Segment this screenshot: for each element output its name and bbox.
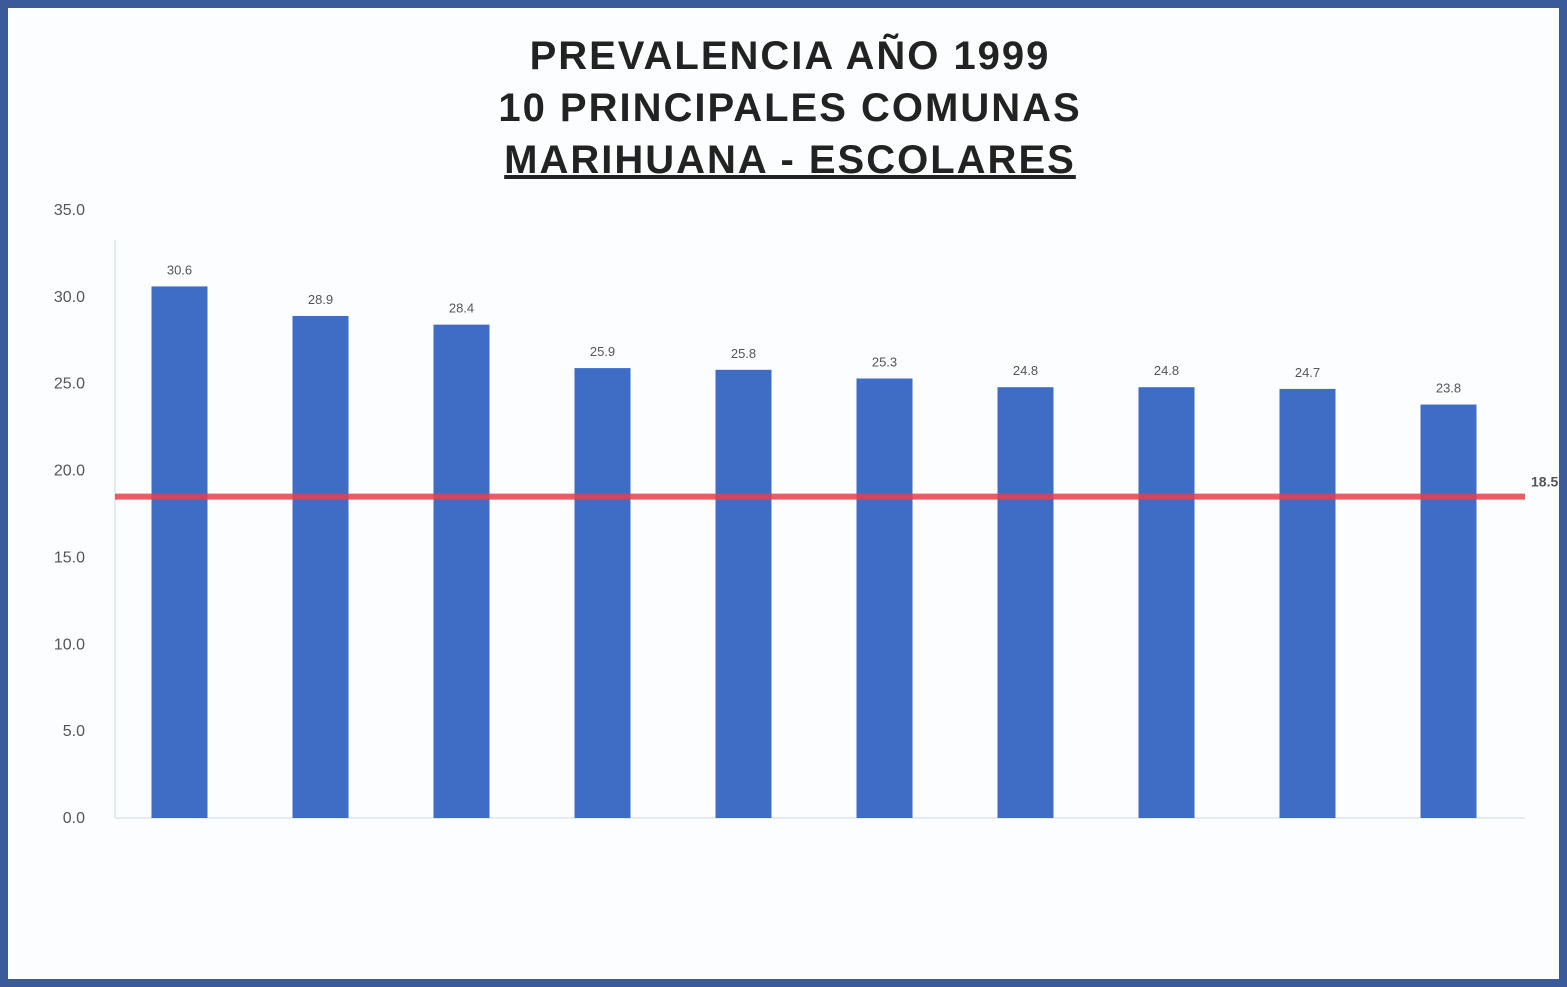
bar bbox=[856, 378, 913, 818]
data-label: 28.9 bbox=[308, 292, 333, 307]
data-label: 28.4 bbox=[449, 301, 474, 316]
bar bbox=[292, 315, 349, 818]
title-line-2: 10 PRINCIPALES COMUNAS bbox=[498, 86, 1082, 130]
y-tick-label: 10.0 bbox=[54, 636, 85, 653]
y-tick-label: 30.0 bbox=[54, 289, 85, 306]
bar bbox=[997, 387, 1054, 818]
bar bbox=[715, 369, 772, 818]
data-label: 25.3 bbox=[872, 355, 897, 370]
bar bbox=[1420, 404, 1477, 818]
bar bbox=[1279, 388, 1336, 818]
data-label: 24.8 bbox=[1154, 363, 1179, 378]
y-tick-label: 25.0 bbox=[54, 376, 85, 393]
data-label: 30.6 bbox=[167, 262, 192, 277]
data-label: 23.8 bbox=[1436, 381, 1461, 396]
y-tick-label: 15.0 bbox=[54, 549, 85, 566]
y-tick-label: 35.0 bbox=[54, 202, 85, 219]
data-label: 25.8 bbox=[731, 346, 756, 361]
bar bbox=[574, 368, 631, 818]
chart-title: PREVALENCIA AÑO 1999 10 PRINCIPALES COMU… bbox=[380, 30, 1200, 186]
bar bbox=[1138, 387, 1195, 818]
title-line-1: PREVALENCIA AÑO 1999 bbox=[529, 34, 1051, 78]
y-tick-label: 20.0 bbox=[54, 463, 85, 480]
bar bbox=[151, 286, 208, 818]
title-line-3: MARIHUANA - ESCOLARES bbox=[504, 138, 1076, 182]
reference-line-label: 18.5 bbox=[1531, 474, 1558, 490]
data-label: 24.8 bbox=[1013, 363, 1038, 378]
data-label: 24.7 bbox=[1295, 365, 1320, 380]
y-tick-label: 5.0 bbox=[63, 723, 85, 740]
y-tick-label: 0.0 bbox=[63, 810, 85, 827]
data-label: 25.9 bbox=[590, 344, 615, 359]
bar bbox=[433, 324, 490, 818]
